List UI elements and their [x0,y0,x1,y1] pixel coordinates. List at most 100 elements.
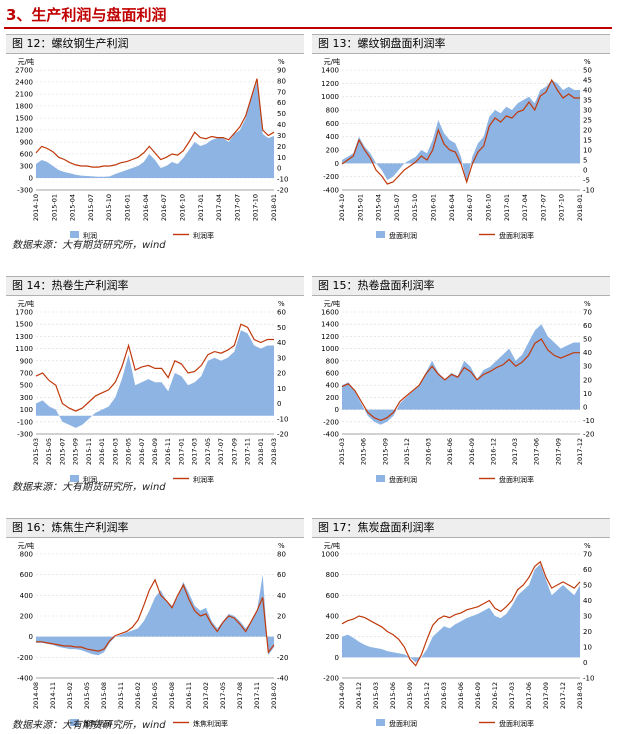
legend-label-area: 炼焦利润 [83,719,111,728]
x-tick-label: 2017-03 [511,438,519,465]
y2-tick-label: 5 [583,157,587,165]
y2-tick-label: 0 [583,167,587,175]
y2-tick-label: -20 [277,187,288,195]
y2-tick-label: 60 [277,309,286,317]
chart-body: 元/吨% 2700 2400 2100 1800 1500 1200 900 600 300 0 -3… [6,54,304,244]
y2-tick-label: 10 [583,147,592,155]
y-tick-label: -200 [323,418,339,426]
x-tick-label: 2015-04 [69,194,77,221]
y-tick-label: -400 [323,187,339,195]
y-tick-label: 1400 [321,67,339,75]
x-tick-label: 2017-01 [197,194,205,221]
legend-label-area: 盘面利润 [389,719,417,728]
y2-tick-label: 0 [277,400,281,408]
y-tick-label: 500 [20,382,33,390]
y-tick-label: 1200 [15,127,33,135]
x-tick-label: 2017-11 [253,682,261,709]
y2-tick-label: 20 [583,127,592,135]
x-tick-label: 2014-10 [338,194,346,221]
x-tick-label: 2015-11 [117,682,125,709]
y2-tick-label: 70 [583,309,592,317]
x-tick-label: 2015-07 [58,438,66,465]
y2-tick-label: -10 [277,415,288,423]
chart-15-svg: 元/吨 %16001400120010008006004002000-200-40… [321,299,594,484]
chart-body: 元/吨% 1700 1500 1300 1100 900 700 500 300 100 -100-… [6,296,304,488]
left-axis-unit: 元/吨 [324,57,340,66]
x-tick-label: 2017-03 [508,682,516,709]
right-axis-unit: % [584,542,591,550]
x-tick-label: 2015-06 [360,438,368,465]
y2-tick-label: -20 [583,431,594,439]
data-source-note: 数据来源：大有期货研究所，wind [12,482,166,493]
x-tick-label: 2016-11 [164,438,172,465]
x-tick-label: 2016-10 [178,194,186,221]
y-tick-label: 600 [326,592,339,600]
y-tick-label: -400 [17,675,33,683]
chart-body: 元/吨% 1000 800 600 400 200 0 -200 70 60 50 40 30 20 10 0… [312,538,610,732]
y-tick-label: 800 [326,107,339,115]
y-tick-label: 1600 [321,309,339,317]
x-tick-label: 2016-05 [125,438,133,465]
legend-label-area: 盘面利润 [389,231,417,240]
y-tick-label: 1700 [15,309,33,317]
y2-tick-label: 0 [277,633,281,641]
x-tick-label: 2015-03 [338,438,346,465]
x-tick-label: 2015-11 [85,438,93,465]
chart-title: 图 17：焦炭盘面利润率 [312,518,610,538]
x-tick-label: 2015-09 [72,438,80,465]
left-axis-unit: 元/吨 [324,541,340,550]
x-tick-label: 2015-02 [66,682,74,709]
right-axis-unit: % [278,300,285,308]
x-tick-label: 2017-08 [236,682,244,709]
x-tick-label: 2015-09 [381,438,389,465]
x-tick-label: 2015-03 [372,682,380,709]
y2-tick-label: 80 [277,77,286,85]
y2-tick-label: -10 [583,417,594,425]
chart-12-svg: 元/吨 %2700240021001800150012009006003000-3… [15,57,288,240]
y-tick-label: -200 [323,173,339,181]
y-tick-label: 2700 [15,67,33,75]
y2-tick-label: 30 [583,363,592,371]
y2-tick-label: 60 [583,566,592,574]
x-tick-label: 2014-09 [338,682,346,709]
x-tick-label: 2016-04 [142,194,150,221]
y2-tick-label: -20 [277,654,288,662]
y-tick-label: 2100 [15,91,33,99]
y-tick-label: 1200 [321,80,339,88]
y2-tick-label: 30 [277,132,286,140]
x-tick-label: 2015-07 [87,194,95,221]
x-tick-label: 2015-09 [406,682,414,709]
y2-tick-label: 40 [583,349,592,357]
left-axis-unit: 元/吨 [18,57,34,66]
x-tick-label: 2017-09 [230,438,238,465]
y-tick-label: -300 [17,431,33,439]
legend-label-line: 盘面利润率 [499,719,534,728]
chart-body: 元/吨% 1400 1200 1000 800 600 400 200 0 -200 -400 50 4… [312,54,610,244]
x-tick-label: 2016-01 [430,194,438,221]
y-tick-label: -400 [323,431,339,439]
chart-panel-14: 图 14：热卷生产利润率 元/吨% 1700 1500 1300 1100 900 700 5… [6,276,304,488]
y-tick-label: 0 [335,654,339,662]
y2-tick-label: 80 [277,551,286,559]
y2-tick-label: -10 [583,187,594,195]
x-tick-label: 2018-03 [270,438,278,465]
y2-tick-label: -10 [583,675,594,683]
x-tick-label: 2015-08 [100,682,108,709]
legend-swatch-area [376,719,385,726]
x-tick-label: 2017-05 [219,682,227,709]
y-tick-label: 200 [20,613,33,621]
x-tick-label: 2017-01 [177,438,185,465]
y-tick-label: -200 [17,654,33,662]
y-tick-label: 400 [326,613,339,621]
x-tick-label: 2018-03 [576,682,584,709]
chart-title: 图 16：炼焦生产利润率 [6,518,304,538]
line-series [341,78,580,185]
area-series [342,564,580,663]
y-tick-label: 1800 [15,103,33,111]
x-tick-label: 2015-01 [50,194,58,221]
x-tick-label: 2017-10 [558,194,566,221]
x-tick-label: 2017-11 [244,438,252,465]
y2-tick-label: 20 [583,376,592,384]
y2-tick-label: 60 [277,99,286,107]
y-tick-label: 900 [20,357,33,365]
